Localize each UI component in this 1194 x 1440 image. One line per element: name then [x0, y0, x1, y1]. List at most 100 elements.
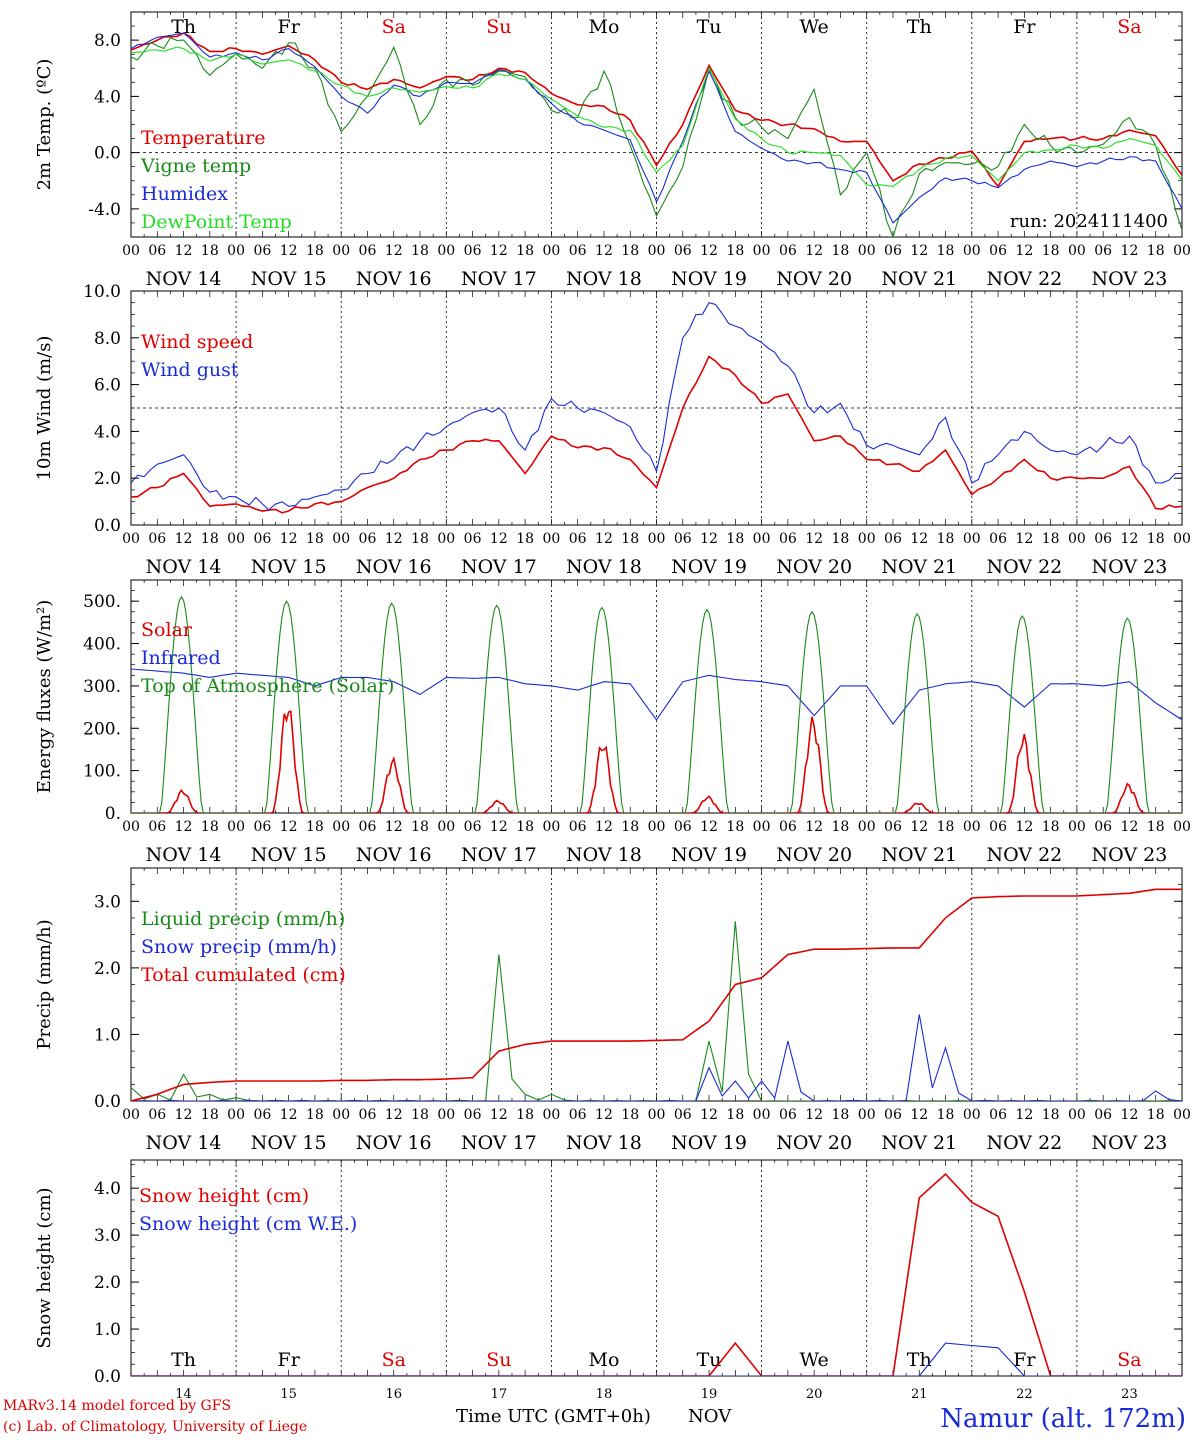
- weekday-label: Sa: [382, 1349, 406, 1371]
- hour-label: 00: [332, 243, 350, 259]
- x-axis-title: Time UTC (GMT+0h): [456, 1406, 651, 1427]
- hour-label: 06: [884, 819, 902, 835]
- legend-entry: Infrared: [141, 647, 221, 669]
- weekday-label: We: [800, 1349, 829, 1371]
- hour-label: 18: [1147, 819, 1165, 835]
- date-label: NOV 21: [881, 1132, 957, 1154]
- hour-label: 12: [595, 531, 613, 547]
- weekday-label: Th: [171, 1349, 196, 1371]
- date-label: NOV 22: [986, 268, 1062, 290]
- hour-label: 06: [884, 1107, 902, 1123]
- y-tick-label: 3.0: [94, 1226, 121, 1246]
- y-tick-label: 0.0: [94, 516, 121, 536]
- hour-label: 00: [648, 819, 666, 835]
- day-number-label: 16: [385, 1387, 402, 1402]
- hour-label: 00: [542, 819, 560, 835]
- hour-label: 18: [1042, 243, 1060, 259]
- hour-label: 06: [674, 531, 692, 547]
- series-line-snow-height-cm-w-e-: [131, 1342, 1182, 1376]
- date-label: NOV 19: [671, 268, 747, 290]
- hour-label: 18: [621, 531, 639, 547]
- hour-label: 00: [227, 531, 245, 547]
- legend-entry: Snow precip (mm/h): [141, 936, 337, 958]
- hour-label: 18: [201, 1107, 219, 1123]
- hour-label: 18: [621, 243, 639, 259]
- y-tick-label: 4.0: [94, 87, 121, 107]
- hour-label: 00: [122, 819, 140, 835]
- hour-label: 12: [910, 243, 928, 259]
- y-axis-title: Energy fluxes (W/m²): [34, 600, 55, 794]
- hour-label: 06: [253, 531, 271, 547]
- hour-label: 12: [1015, 819, 1033, 835]
- hour-label: 00: [542, 531, 560, 547]
- y-tick-label: 6.0: [94, 376, 121, 396]
- hour-label: 18: [516, 243, 534, 259]
- hour-label: 00: [122, 1107, 140, 1123]
- hour-label: 00: [963, 531, 981, 547]
- date-label: NOV 20: [776, 844, 852, 866]
- y-tick-label: 2.0: [94, 1273, 121, 1293]
- hour-label: 12: [280, 243, 298, 259]
- hour-label: 06: [253, 1107, 271, 1123]
- date-label: NOV 14: [146, 1132, 222, 1154]
- hour-label: 18: [201, 531, 219, 547]
- date-label: NOV 19: [671, 1132, 747, 1154]
- hour-label: 18: [411, 531, 429, 547]
- hour-label: 12: [1121, 243, 1139, 259]
- legend-entry: Top of Atmosphere (Solar): [141, 675, 394, 697]
- weekday-label: Su: [486, 1349, 511, 1371]
- y-tick-label: 3.0: [94, 892, 121, 912]
- hour-label: 18: [306, 531, 324, 547]
- hour-label: 12: [385, 531, 403, 547]
- date-label: NOV 17: [461, 556, 537, 578]
- date-label: NOV 18: [566, 844, 642, 866]
- day-number-label: 18: [596, 1387, 613, 1402]
- hour-label: 06: [1094, 531, 1112, 547]
- date-label: NOV 21: [881, 268, 957, 290]
- hour-label: 00: [1173, 531, 1191, 547]
- station-name: Namur (alt. 172m): [940, 1404, 1186, 1434]
- hour-label: 06: [148, 531, 166, 547]
- weekday-label: Fr: [1013, 1349, 1036, 1371]
- hour-label: 12: [910, 531, 928, 547]
- date-label: NOV 20: [776, 1132, 852, 1154]
- y-axis-title: Snow height (cm): [34, 1187, 55, 1348]
- hour-label: 06: [1094, 243, 1112, 259]
- hour-label: 06: [464, 243, 482, 259]
- y-tick-label: 8.0: [94, 329, 121, 349]
- hour-label: 12: [805, 1107, 823, 1123]
- legend-entry: Wind gust: [141, 359, 239, 381]
- hour-label: 12: [910, 819, 928, 835]
- hour-label: 00: [227, 819, 245, 835]
- hour-label: 12: [175, 819, 193, 835]
- hour-label: 18: [621, 819, 639, 835]
- hour-label: 18: [411, 819, 429, 835]
- y-tick-label: 500.: [83, 592, 121, 612]
- weekday-label: Fr: [278, 1349, 301, 1371]
- hour-label: 18: [1042, 819, 1060, 835]
- hour-label: 12: [1121, 1107, 1139, 1123]
- hour-label: 12: [700, 1107, 718, 1123]
- y-tick-label: 300.: [83, 677, 121, 697]
- day-number-label: 23: [1121, 1387, 1138, 1402]
- hour-label: 18: [832, 819, 850, 835]
- hour-label: 06: [779, 819, 797, 835]
- hour-label: 06: [359, 243, 377, 259]
- hour-label: 12: [385, 243, 403, 259]
- date-label: NOV 22: [986, 1132, 1062, 1154]
- hour-label: 06: [884, 243, 902, 259]
- hour-label: 06: [359, 531, 377, 547]
- hour-label: 18: [726, 819, 744, 835]
- hour-label: 18: [937, 243, 955, 259]
- weekday-label: Tu: [697, 16, 722, 38]
- day-number-label: 17: [491, 1387, 508, 1402]
- hour-label: 00: [858, 819, 876, 835]
- legend-entry: Solar: [141, 619, 193, 641]
- weekday-label: Mo: [588, 16, 619, 38]
- hour-label: 06: [779, 243, 797, 259]
- hour-label: 06: [989, 531, 1007, 547]
- day-number-label: 19: [701, 1387, 718, 1402]
- hour-label: 06: [148, 819, 166, 835]
- hour-label: 18: [621, 1107, 639, 1123]
